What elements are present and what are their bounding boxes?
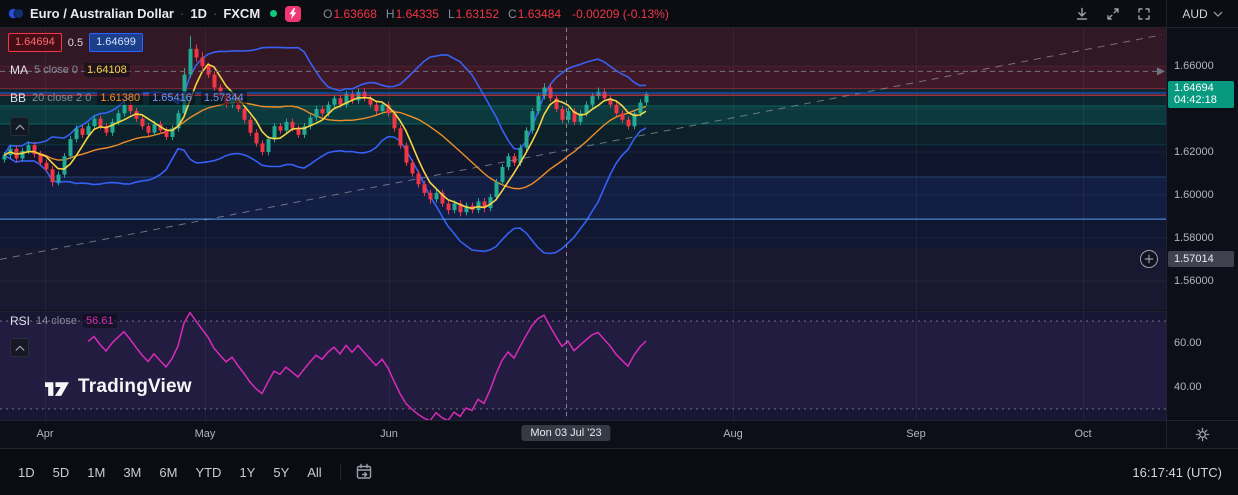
time-label: Apr (36, 428, 54, 440)
change-value: -0.00209 (-0.13%) (572, 6, 669, 21)
low-label: L (447, 6, 455, 21)
go-to-date-button[interactable] (351, 459, 377, 485)
ma-value: 1.64108 (84, 63, 130, 77)
legend-ma-row[interactable]: MA 5 close 0 1.64108 (10, 63, 130, 77)
rsi-scale-label: 60.00 (1174, 337, 1202, 349)
range-1d[interactable]: 1D (10, 460, 43, 485)
bb-name: BB (10, 91, 27, 105)
open-label: O (323, 6, 333, 21)
price-label: 1.56000 (1174, 275, 1214, 287)
price-chart-canvas[interactable]: 1.64694 0.5 1.64699 MA 5 close 0 1.64108… (0, 28, 1166, 420)
add-alert-plus-button[interactable] (1140, 250, 1158, 269)
time-label: Sep (906, 428, 926, 440)
title-separator: · (180, 6, 185, 21)
jump-to-realtime-icon[interactable] (1074, 6, 1090, 22)
chart-header: Euro / Australian Dollar · 1D · FXCM O 1.… (0, 0, 1238, 28)
time-label: Aug (723, 428, 743, 440)
last-price-value: 1.64694 (1174, 82, 1214, 95)
time-label: May (194, 428, 216, 440)
range-5y[interactable]: 5Y (265, 460, 297, 485)
scale-settings-gear-icon[interactable] (1195, 427, 1211, 443)
rsi-line (87, 312, 647, 420)
crosshair-price-value: 1.57014 (1174, 253, 1214, 266)
close-label: C (508, 6, 517, 21)
market-open-dot-icon (270, 10, 278, 17)
rsi-name: RSI (10, 314, 31, 328)
range-6m[interactable]: 6M (151, 460, 185, 485)
time-axis[interactable]: Mon 03 Jul '23 Apr May Jun Aug Sep Oct (0, 420, 1166, 448)
rsi-scale-label: 40.00 (1174, 381, 1202, 393)
range-1y[interactable]: 1Y (231, 460, 263, 485)
rsi-value: 56.61 (83, 314, 117, 328)
last-price-badge: 1.64694 04:42:18 (1168, 81, 1234, 109)
rsi-pane-background (0, 312, 1166, 420)
price-label: 1.62000 (1174, 146, 1214, 158)
interval-label[interactable]: 1D (190, 6, 207, 21)
high-value: 1.64335 (395, 6, 439, 21)
open-value: 1.63668 (333, 6, 377, 21)
bar-countdown: 04:42:18 (1174, 94, 1217, 107)
price-zones (0, 28, 1166, 311)
symbol-title[interactable]: Euro / Australian Dollar (30, 6, 174, 21)
range-ytd[interactable]: YTD (187, 460, 229, 485)
rsi-pane-collapse-button[interactable] (10, 338, 29, 357)
currency-dropdown[interactable]: AUD (1166, 0, 1238, 28)
time-label: Jun (380, 428, 398, 440)
exchange-label: FXCM (223, 6, 261, 21)
crosshair-time-badge: Mon 03 Jul '23 (521, 425, 611, 441)
bb-params: 20 close 2 0 (32, 92, 92, 104)
alert-price-blue[interactable]: 1.64699 (89, 33, 143, 52)
alert-mid-value: 0.5 (67, 36, 84, 49)
range-5d[interactable]: 5D (45, 460, 78, 485)
price-label: 1.60000 (1174, 189, 1214, 201)
high-label: H (385, 6, 395, 21)
legend-bb-row[interactable]: BB 20 close 2 0 1.61380 1.65416 1.57344 (10, 91, 247, 105)
bb-lower-value: 1.57344 (200, 91, 247, 105)
alert-labels-row[interactable]: 1.64694 0.5 1.64699 (8, 33, 143, 52)
watermark-text: TradingView (78, 376, 192, 397)
price-label: 1.58000 (1174, 232, 1214, 244)
tradingview-logo-icon (45, 381, 69, 396)
ma-line (3, 63, 647, 210)
close-value: 1.63484 (517, 6, 562, 21)
bb-upper-value: 1.65416 (149, 91, 195, 105)
flash-icon[interactable] (285, 5, 302, 22)
tradingview-watermark: TradingView (44, 376, 192, 398)
main-pane-collapse-button[interactable] (10, 117, 29, 136)
range-3m[interactable]: 3M (115, 460, 149, 485)
legend-rsi-row[interactable]: RSI 14 close 56.61 (10, 314, 117, 328)
ma-params: 5 close 0 (34, 64, 79, 76)
alert-price-red[interactable]: 1.64694 (8, 33, 62, 52)
toolbar-divider (339, 463, 341, 481)
ohlc-readout: O 1.63668 H 1.64335 L 1.63152 C 1.63484 -0.0… (323, 7, 669, 21)
bb-basis-value: 1.61380 (97, 91, 144, 105)
price-label: 1.66000 (1174, 60, 1214, 72)
ma-name: MA (10, 63, 28, 77)
trendline[interactable] (0, 34, 1163, 260)
range-all[interactable]: All (299, 460, 329, 485)
crosshair-price-badge: 1.57014 (1168, 251, 1234, 268)
collapse-expand-icon[interactable] (1105, 6, 1121, 22)
title-separator: · (212, 6, 218, 21)
fullscreen-icon[interactable] (1136, 6, 1152, 22)
range-1m[interactable]: 1M (79, 460, 113, 485)
chart-svg (0, 28, 1166, 420)
symbol-logo-icon (8, 6, 24, 22)
time-label: Oct (1074, 428, 1092, 440)
rsi-params: 14 close (36, 315, 77, 327)
bottom-toolbar: 1D 5D 1M 3M 6M YTD 1Y 5Y All 16:17:41 (UTC) (0, 448, 1238, 495)
axis-corner (1166, 420, 1238, 448)
date-range-buttons: 1D 5D 1M 3M 6M YTD 1Y 5Y All (10, 460, 330, 485)
price-axis[interactable]: 1.64694 04:42:18 1.57014 1.66000 1.62000 1… (1166, 28, 1238, 420)
currency-label: AUD (1182, 7, 1208, 21)
low-value: 1.63152 (455, 6, 500, 21)
session-clock[interactable]: 16:17:41 (UTC) (1132, 464, 1222, 480)
